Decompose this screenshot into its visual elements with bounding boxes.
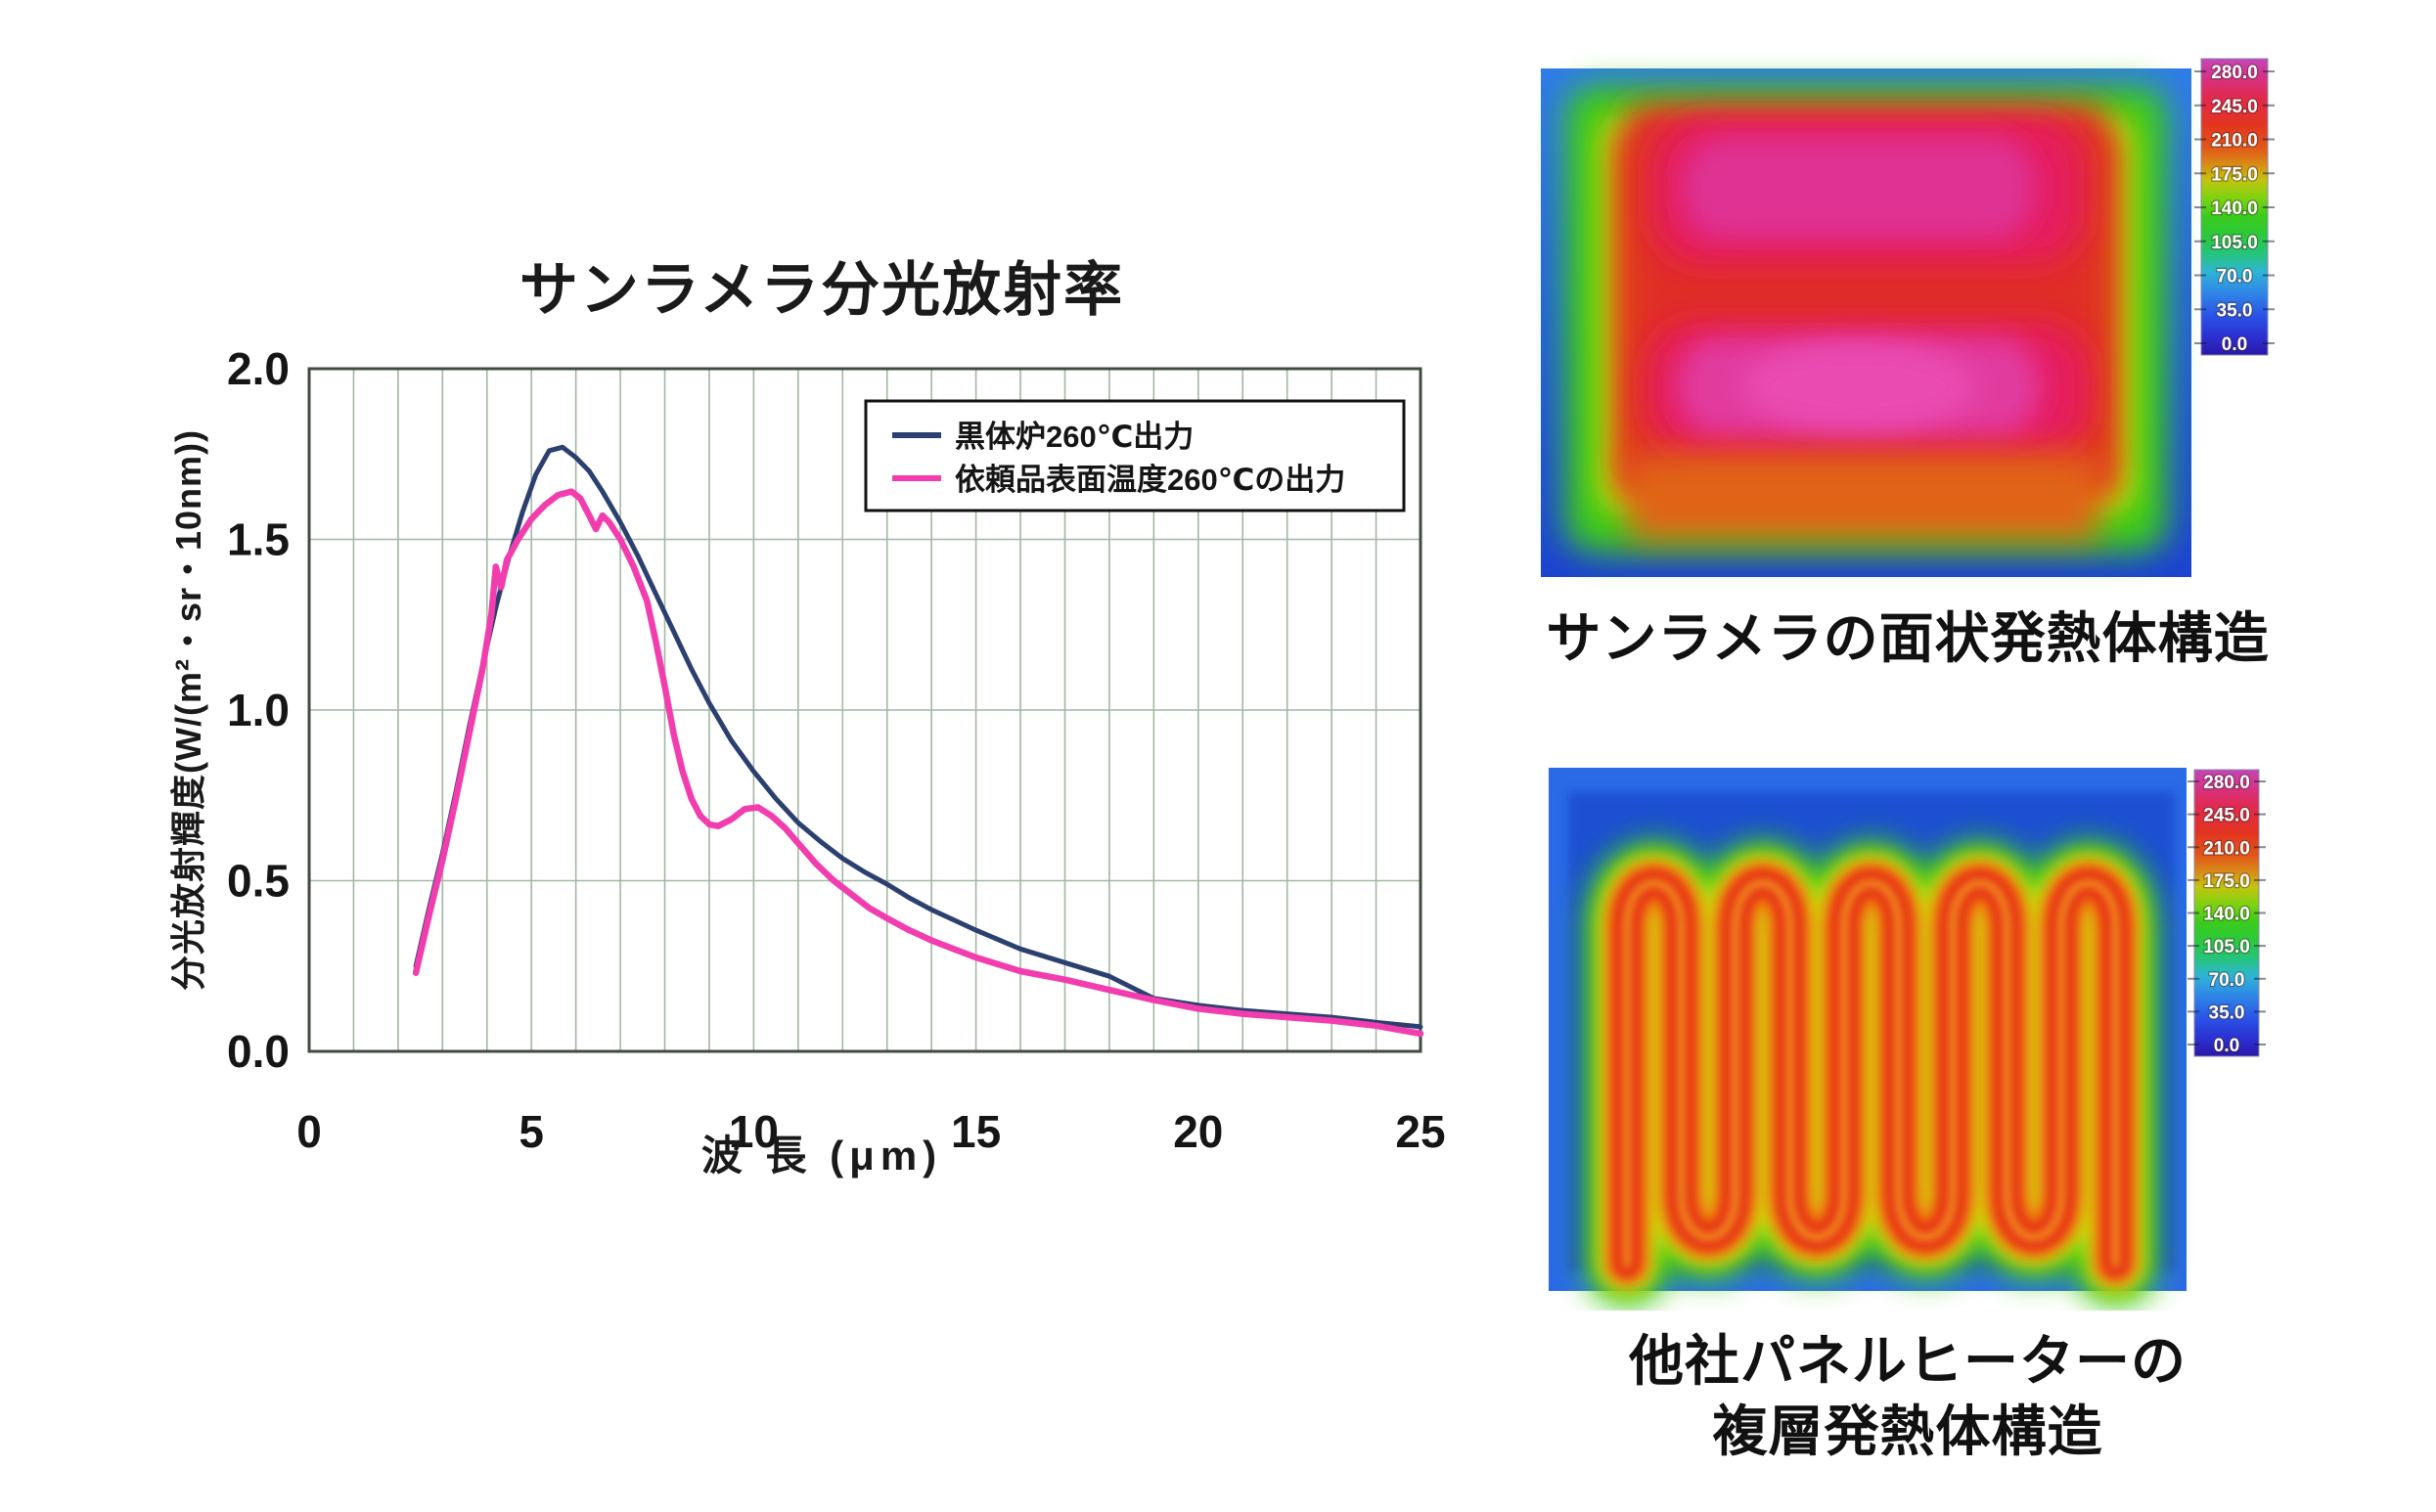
y-tick-label: 1.5 xyxy=(227,514,290,565)
y-tick-label: 0.5 xyxy=(227,856,290,907)
colorbar-label: 175.0 xyxy=(2203,871,2250,892)
grid xyxy=(308,368,1421,1052)
colorbar-label: 245.0 xyxy=(2211,97,2258,117)
colorbar-label: 35.0 xyxy=(2217,300,2253,321)
y-axis-title: 分光放射輝度(W/(m²・sr・10nm)) xyxy=(168,428,208,992)
legend-label: 依頼品表面温度260℃の出力 xyxy=(955,463,1345,497)
x-tick-label: 10 xyxy=(729,1106,779,1157)
colorbar-label: 70.0 xyxy=(2217,267,2253,288)
colorbar-label: 175.0 xyxy=(2211,164,2258,185)
x-tick-label: 5 xyxy=(519,1106,544,1157)
spectral-emissivity-chart: 0 5 10 15 20 25 0.0 0.5 1.0 1.5 2.0 黒体炉260℃出力依頼品表面温… xyxy=(227,343,1446,1157)
colorbar-label: 245.0 xyxy=(2203,806,2250,826)
colorbar-label: 35.0 xyxy=(2209,1002,2245,1023)
colorbar-label: 0.0 xyxy=(2214,1036,2239,1056)
caption-line-1: 他社パネルヒーターの xyxy=(1629,1330,2187,1392)
y-tick-label: 0.0 xyxy=(227,1026,290,1077)
thermal-image-serpentine-heater: 280.0 245.0 210.0 175.0 140.0 105.0 70.0 35.0 0.… xyxy=(1549,768,2266,1307)
colorbar-label: 105.0 xyxy=(2203,937,2250,957)
colorbar-label: 280.0 xyxy=(2211,63,2258,83)
chart-title: サンラメラ分光放射率 xyxy=(519,257,1125,323)
tick-labels: 0 5 10 15 20 25 0.0 0.5 1.0 1.5 2.0 xyxy=(227,343,1446,1157)
thermal-colorbar: 280.0 245.0 210.0 175.0 140.0 105.0 70.0 35.0 0.… xyxy=(2194,58,2275,356)
colorbar-label: 0.0 xyxy=(2222,334,2247,355)
x-tick-label: 0 xyxy=(296,1106,322,1157)
planar-heater-panel xyxy=(1541,68,2191,577)
x-tick-label: 15 xyxy=(951,1106,1001,1157)
caption-planar-heater: サンラメラの面状発熱体構造 xyxy=(1546,607,2270,669)
y-tick-label: 1.0 xyxy=(227,685,290,735)
serpentine-heater-panel xyxy=(1549,768,2187,1307)
colorbar-label: 70.0 xyxy=(2209,970,2245,991)
colorbar-label: 140.0 xyxy=(2203,905,2250,925)
blackbody-curve xyxy=(413,444,1423,1030)
heating-coil xyxy=(1584,840,2159,1307)
colorbar-label: 280.0 xyxy=(2203,773,2250,793)
x-axis-title: 波 長 (μm) xyxy=(700,1133,943,1178)
legend-label: 黒体炉260℃出力 xyxy=(955,420,1194,454)
x-tick-label: 20 xyxy=(1173,1106,1223,1157)
colorbar-label: 105.0 xyxy=(2211,233,2258,253)
legend-box xyxy=(864,399,1406,512)
caption-serpentine-heater: 他社パネルヒーターの 複層発熱体構造 xyxy=(1531,1326,2284,1466)
colorbar-label: 210.0 xyxy=(2203,838,2250,859)
thermal-colorbar: 280.0 245.0 210.0 175.0 140.0 105.0 70.0 35.0 0.… xyxy=(2188,769,2266,1057)
y-tick-label: 2.0 xyxy=(227,343,290,394)
x-tick-label: 25 xyxy=(1395,1106,1445,1157)
caption-line-2: 複層発熱体構造 xyxy=(1712,1400,2103,1462)
colorbar-label: 210.0 xyxy=(2211,131,2258,152)
plot-border xyxy=(307,367,1422,1053)
thermal-image-planar-heater: 280.0 245.0 210.0 175.0 140.0 105.0 70.0 35.0 0.… xyxy=(1541,58,2275,577)
sample-curve xyxy=(412,488,1424,1038)
colorbar-label: 140.0 xyxy=(2211,199,2258,219)
